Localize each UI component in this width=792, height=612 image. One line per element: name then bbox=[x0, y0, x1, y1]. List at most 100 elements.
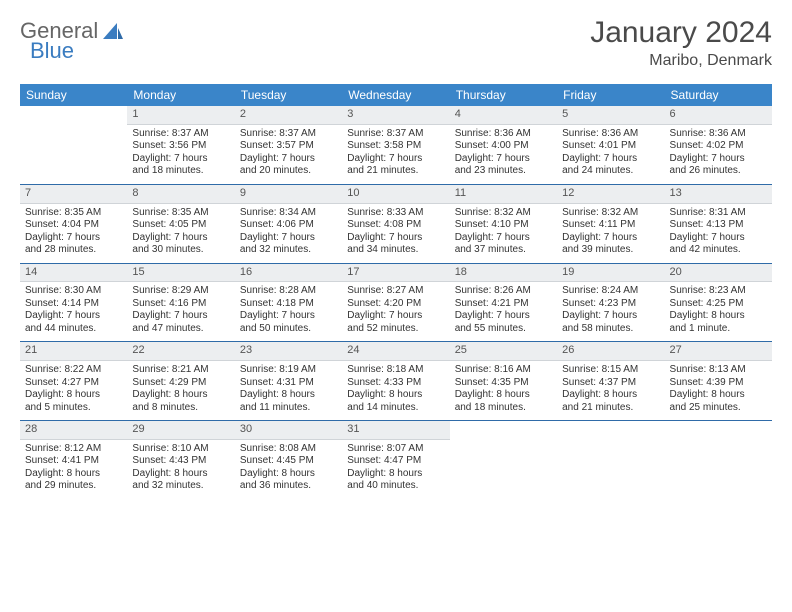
day-header: Thursday bbox=[450, 84, 557, 106]
day-cell-head: 24 bbox=[342, 342, 449, 361]
day-content: Sunrise: 8:24 AMSunset: 4:23 PMDaylight:… bbox=[557, 282, 664, 341]
title-block: January 2024 Maribo, Denmark bbox=[590, 16, 772, 70]
day-line: Sunset: 4:23 PM bbox=[562, 298, 659, 311]
day-line: Sunset: 4:04 PM bbox=[25, 219, 122, 232]
day-number: 28 bbox=[20, 421, 127, 440]
day-number: 27 bbox=[665, 342, 772, 361]
day-line: Sunset: 4:08 PM bbox=[347, 219, 444, 232]
day-line: Sunset: 4:29 PM bbox=[132, 377, 229, 390]
day-content: Sunrise: 8:23 AMSunset: 4:25 PMDaylight:… bbox=[665, 282, 772, 341]
day-line: Daylight: 7 hours bbox=[347, 153, 444, 166]
day-cell-head: 5 bbox=[557, 106, 664, 125]
day-cell-head: 19 bbox=[557, 264, 664, 283]
day-line: and 32 minutes. bbox=[132, 480, 229, 493]
day-cell-head bbox=[665, 421, 772, 440]
table-row: 78910111213 bbox=[20, 185, 772, 204]
day-line: and 14 minutes. bbox=[347, 402, 444, 415]
day-cell-head bbox=[20, 106, 127, 125]
day-cell-body: Sunrise: 8:19 AMSunset: 4:31 PMDaylight:… bbox=[235, 361, 342, 421]
day-line: Sunset: 4:37 PM bbox=[562, 377, 659, 390]
day-content: Sunrise: 8:32 AMSunset: 4:10 PMDaylight:… bbox=[450, 204, 557, 263]
day-number: 20 bbox=[665, 264, 772, 283]
day-number: 5 bbox=[557, 106, 664, 125]
table-row: Sunrise: 8:12 AMSunset: 4:41 PMDaylight:… bbox=[20, 440, 772, 499]
day-content: Sunrise: 8:35 AMSunset: 4:05 PMDaylight:… bbox=[127, 204, 234, 263]
day-number: 22 bbox=[127, 342, 234, 361]
day-cell-body: Sunrise: 8:18 AMSunset: 4:33 PMDaylight:… bbox=[342, 361, 449, 421]
day-cell-body: Sunrise: 8:36 AMSunset: 4:00 PMDaylight:… bbox=[450, 125, 557, 185]
day-line: Sunset: 4:02 PM bbox=[670, 140, 767, 153]
day-line: and 42 minutes. bbox=[670, 244, 767, 257]
day-line: Sunrise: 8:10 AM bbox=[132, 443, 229, 456]
day-line: Sunset: 4:13 PM bbox=[670, 219, 767, 232]
day-cell-body: Sunrise: 8:31 AMSunset: 4:13 PMDaylight:… bbox=[665, 204, 772, 264]
table-row: Sunrise: 8:22 AMSunset: 4:27 PMDaylight:… bbox=[20, 361, 772, 421]
day-line: and 44 minutes. bbox=[25, 323, 122, 336]
day-cell-body: Sunrise: 8:22 AMSunset: 4:27 PMDaylight:… bbox=[20, 361, 127, 421]
day-line: Sunset: 4:33 PM bbox=[347, 377, 444, 390]
day-number: 11 bbox=[450, 185, 557, 204]
header: General January 2024 Maribo, Denmark bbox=[20, 16, 772, 70]
day-line: and 36 minutes. bbox=[240, 480, 337, 493]
calendar-head: SundayMondayTuesdayWednesdayThursdayFrid… bbox=[20, 84, 772, 106]
day-line: Sunrise: 8:31 AM bbox=[670, 207, 767, 220]
day-number: 6 bbox=[665, 106, 772, 125]
day-cell-body: Sunrise: 8:35 AMSunset: 4:04 PMDaylight:… bbox=[20, 204, 127, 264]
day-line: Daylight: 7 hours bbox=[455, 153, 552, 166]
day-number: 21 bbox=[20, 342, 127, 361]
day-number: 14 bbox=[20, 264, 127, 283]
day-cell-body: Sunrise: 8:23 AMSunset: 4:25 PMDaylight:… bbox=[665, 282, 772, 342]
day-cell-head: 29 bbox=[127, 421, 234, 440]
day-cell-body: Sunrise: 8:21 AMSunset: 4:29 PMDaylight:… bbox=[127, 361, 234, 421]
day-line: Daylight: 8 hours bbox=[240, 389, 337, 402]
day-cell-body: Sunrise: 8:27 AMSunset: 4:20 PMDaylight:… bbox=[342, 282, 449, 342]
day-line: Daylight: 8 hours bbox=[347, 389, 444, 402]
day-number: 15 bbox=[127, 264, 234, 283]
day-line: Sunset: 4:10 PM bbox=[455, 219, 552, 232]
day-number: 31 bbox=[342, 421, 449, 440]
day-line: Sunrise: 8:27 AM bbox=[347, 285, 444, 298]
day-line: Sunrise: 8:08 AM bbox=[240, 443, 337, 456]
day-cell-head: 11 bbox=[450, 185, 557, 204]
day-line: Daylight: 7 hours bbox=[25, 232, 122, 245]
day-content: Sunrise: 8:33 AMSunset: 4:08 PMDaylight:… bbox=[342, 204, 449, 263]
day-content: Sunrise: 8:37 AMSunset: 3:57 PMDaylight:… bbox=[235, 125, 342, 184]
day-content: Sunrise: 8:10 AMSunset: 4:43 PMDaylight:… bbox=[127, 440, 234, 499]
day-content: Sunrise: 8:27 AMSunset: 4:20 PMDaylight:… bbox=[342, 282, 449, 341]
day-cell-head: 2 bbox=[235, 106, 342, 125]
day-line: Sunrise: 8:33 AM bbox=[347, 207, 444, 220]
day-content: Sunrise: 8:26 AMSunset: 4:21 PMDaylight:… bbox=[450, 282, 557, 341]
day-content: Sunrise: 8:30 AMSunset: 4:14 PMDaylight:… bbox=[20, 282, 127, 341]
day-cell-head: 22 bbox=[127, 342, 234, 361]
table-row: Sunrise: 8:37 AMSunset: 3:56 PMDaylight:… bbox=[20, 125, 772, 185]
day-line: and 26 minutes. bbox=[670, 165, 767, 178]
day-line: and 23 minutes. bbox=[455, 165, 552, 178]
day-cell-body: Sunrise: 8:37 AMSunset: 3:56 PMDaylight:… bbox=[127, 125, 234, 185]
day-header: Tuesday bbox=[235, 84, 342, 106]
day-line: Sunset: 3:57 PM bbox=[240, 140, 337, 153]
day-number: 18 bbox=[450, 264, 557, 283]
table-row: 28293031 bbox=[20, 421, 772, 440]
day-line: Sunset: 4:11 PM bbox=[562, 219, 659, 232]
day-content: Sunrise: 8:16 AMSunset: 4:35 PMDaylight:… bbox=[450, 361, 557, 420]
day-line: Daylight: 7 hours bbox=[132, 232, 229, 245]
day-number: 8 bbox=[127, 185, 234, 204]
day-content: Sunrise: 8:19 AMSunset: 4:31 PMDaylight:… bbox=[235, 361, 342, 420]
day-line: and 18 minutes. bbox=[132, 165, 229, 178]
day-line: Daylight: 7 hours bbox=[240, 153, 337, 166]
day-line: Sunrise: 8:37 AM bbox=[132, 128, 229, 141]
day-cell-head: 13 bbox=[665, 185, 772, 204]
day-line: Sunrise: 8:15 AM bbox=[562, 364, 659, 377]
day-number: 19 bbox=[557, 264, 664, 283]
day-line: Daylight: 7 hours bbox=[240, 232, 337, 245]
day-number: 29 bbox=[127, 421, 234, 440]
day-line: Sunrise: 8:32 AM bbox=[562, 207, 659, 220]
location: Maribo, Denmark bbox=[590, 52, 772, 70]
day-line: and 28 minutes. bbox=[25, 244, 122, 257]
day-line: Sunset: 4:06 PM bbox=[240, 219, 337, 232]
day-content: Sunrise: 8:36 AMSunset: 4:00 PMDaylight:… bbox=[450, 125, 557, 184]
day-cell-head: 30 bbox=[235, 421, 342, 440]
day-number: 7 bbox=[20, 185, 127, 204]
day-line: Daylight: 8 hours bbox=[670, 310, 767, 323]
day-line: Sunset: 4:27 PM bbox=[25, 377, 122, 390]
